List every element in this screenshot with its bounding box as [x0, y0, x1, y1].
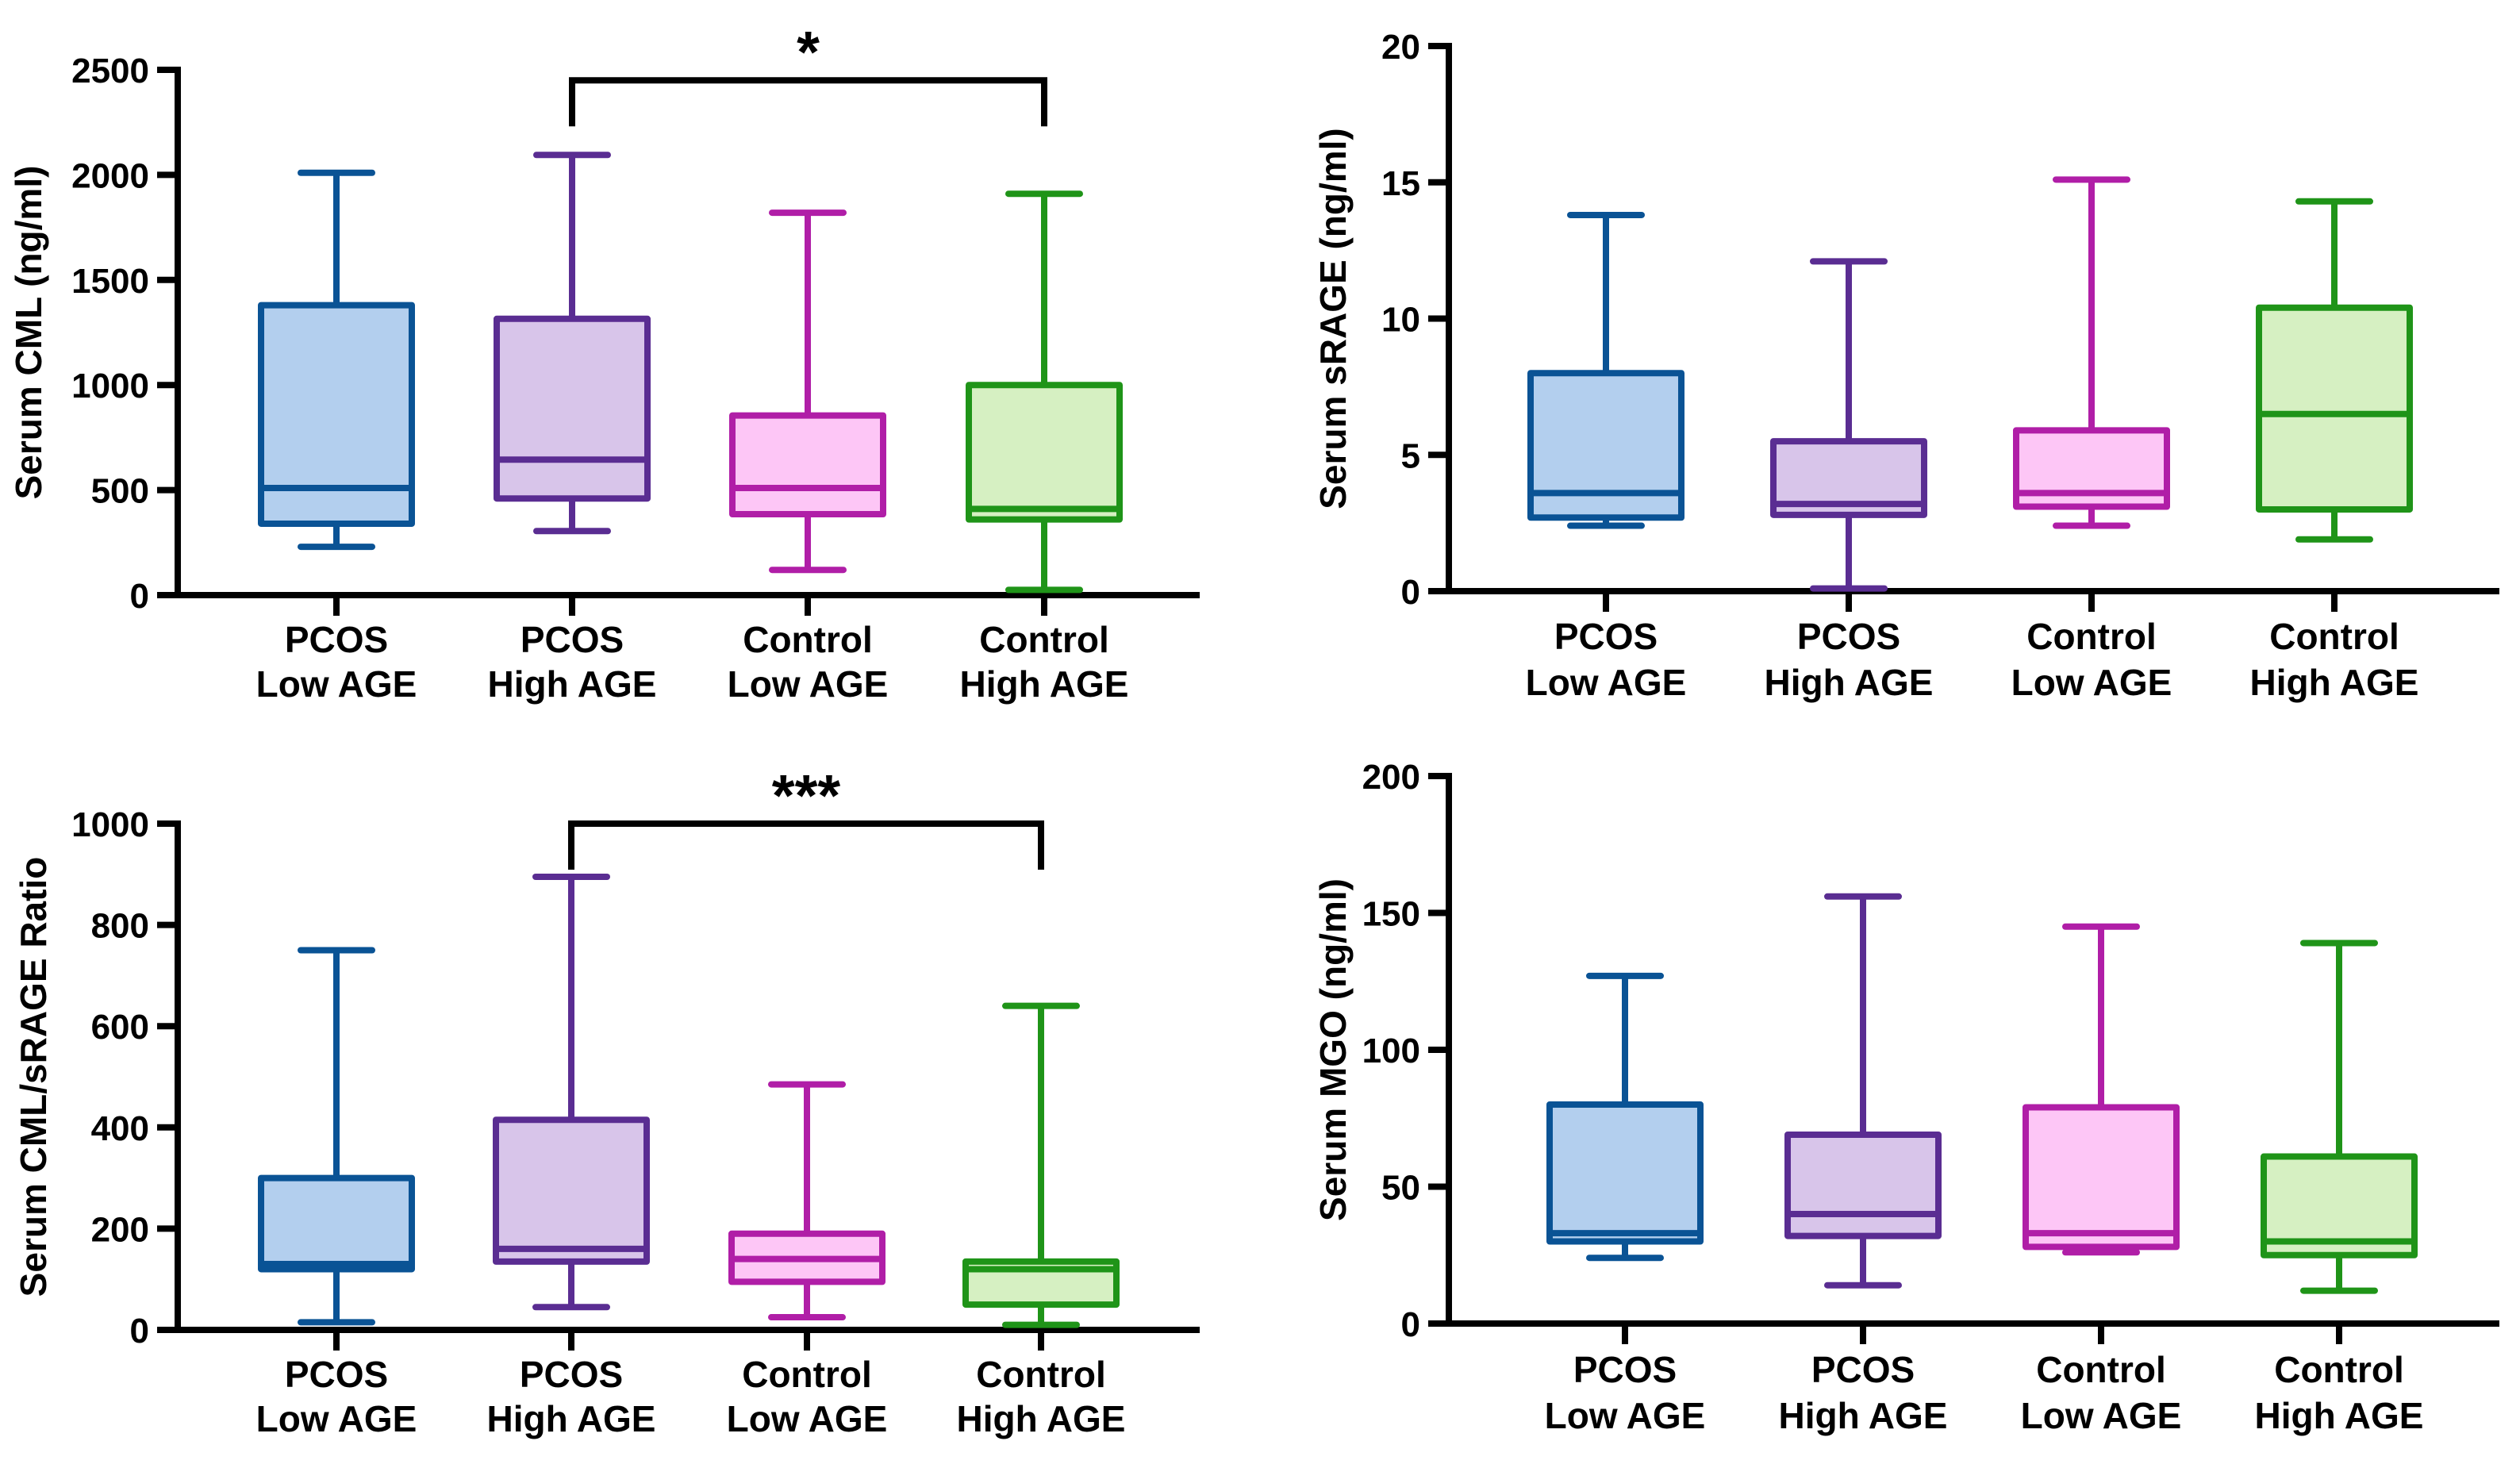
y-tick-label: 200: [1362, 758, 1420, 797]
box-2: [493, 873, 650, 1311]
box-4: [2256, 198, 2413, 543]
x-tick-label-line1: Control: [979, 619, 1109, 660]
box-iqr: [2256, 304, 2413, 513]
significance-label: *: [797, 19, 820, 85]
x-tick-label-line2: Low AGE: [1526, 662, 1687, 703]
x-tick-label-line1: PCOS: [1811, 1349, 1915, 1390]
y-tick-label: 800: [91, 907, 149, 946]
x-tick-label-line2: High AGE: [960, 663, 1129, 705]
y-tick-label: 150: [1362, 895, 1420, 934]
x-tick-label-line1: Control: [976, 1354, 1106, 1395]
box-2: [494, 152, 651, 535]
x-tick-label-line1: Control: [2274, 1349, 2404, 1390]
y-tick-label: 50: [1381, 1169, 1420, 1208]
y-tick-label: 500: [91, 472, 149, 511]
panel-cml-srage-ratio: 0 200 400 600 800 1000 Serum CML/sRAGE Ratio PC…: [13, 763, 1200, 1439]
x-tick-label-line2: Low AGE: [728, 663, 889, 705]
x-tick-label-line1: PCOS: [1573, 1349, 1677, 1390]
box-iqr: [2023, 1104, 2180, 1251]
x-tick-label-line1: Control: [2269, 616, 2399, 657]
x-tick-label-line1: PCOS: [285, 619, 388, 660]
box-1: [1527, 211, 1684, 529]
x-tick-label-line1: Control: [2036, 1349, 2166, 1390]
y-axis-label: Serum MGO (ng/ml): [1312, 878, 1354, 1221]
y-axis-label: Serum sRAGE (ng/ml): [1312, 128, 1354, 509]
y-tick-label: 1000: [71, 367, 149, 405]
x-tick-label-line2: High AGE: [1765, 662, 1934, 703]
box-3: [2023, 923, 2180, 1256]
x-tick-label-line1: Control: [743, 619, 873, 660]
significance-bracket: *: [569, 19, 1047, 127]
box-1: [1546, 972, 1704, 1262]
box-iqr: [966, 382, 1123, 523]
box-3: [729, 209, 886, 574]
box-1: [258, 169, 415, 551]
x-tick-label-line2: High AGE: [957, 1398, 1126, 1439]
x-tick-label-line2: Low AGE: [727, 1398, 888, 1439]
box-iqr: [1546, 1101, 1704, 1245]
y-tick-label: 100: [1362, 1032, 1420, 1070]
x-tick-label-line2: High AGE: [488, 663, 657, 705]
panel-serum-cml: 0 500 1000 1500 2000 2500 Serum CML (ng/ml) PCO…: [8, 19, 1200, 705]
box-iqr: [258, 1174, 415, 1273]
y-tick-label: 600: [91, 1008, 149, 1047]
x-tick-label-line2: Low AGE: [256, 1398, 417, 1439]
x-tick-label-line1: PCOS: [1797, 616, 1900, 657]
y-tick-label: 2000: [71, 156, 149, 195]
y-tick-label: 0: [130, 577, 149, 616]
box-iqr: [729, 412, 886, 518]
y-tick-label: 0: [1401, 1305, 1420, 1344]
x-tick-label-line2: Low AGE: [2011, 662, 2172, 703]
y-tick-label: 200: [91, 1210, 149, 1249]
box-3: [728, 1081, 885, 1321]
significance-line: [568, 820, 1044, 870]
x-tick-label-line2: Low AGE: [1545, 1395, 1706, 1436]
box-4: [962, 1002, 1120, 1328]
y-tick-label: 400: [91, 1109, 149, 1148]
x-tick-label-line2: High AGE: [2250, 662, 2419, 703]
x-tick-label-line1: PCOS: [520, 1354, 623, 1395]
box-iqr: [493, 1116, 650, 1265]
box-4: [2261, 939, 2418, 1294]
x-tick-label-line1: Control: [2026, 616, 2157, 657]
y-axis-label: Serum CML (ng/ml): [8, 166, 49, 500]
panel-serum-mgo: 0 50 100 150 200 Serum MGO (ng/ml) PCOS Low AGE…: [1312, 758, 2499, 1436]
box-1: [258, 947, 415, 1326]
y-tick-label: 1500: [71, 262, 149, 301]
box-iqr: [494, 315, 651, 502]
y-tick-label: 0: [1401, 573, 1420, 612]
y-tick-label: 0: [130, 1312, 149, 1351]
x-tick-label-line2: High AGE: [2255, 1395, 2424, 1436]
x-tick-label-line1: Control: [742, 1354, 872, 1395]
significance-bracket: ***: [568, 763, 1044, 870]
y-tick-label: 2500: [71, 52, 149, 90]
panel-serum-srage: 0 5 10 15 20 Serum sRAGE (ng/ml) PCOS Low AGE PC…: [1312, 28, 2499, 703]
significance-label: ***: [772, 763, 841, 828]
y-tick-label: 5: [1401, 436, 1420, 475]
y-tick-label: 10: [1381, 301, 1420, 340]
y-axis-label: Serum CML/sRAGE Ratio: [13, 857, 54, 1297]
y-tick-label: 15: [1381, 164, 1420, 203]
box-2: [1784, 893, 1942, 1289]
box-3: [2013, 176, 2170, 529]
x-tick-label-line1: PCOS: [285, 1354, 388, 1395]
significance-line: [569, 77, 1047, 127]
x-tick-label-line1: PCOS: [1554, 616, 1658, 657]
box-iqr: [1784, 1131, 1942, 1239]
y-tick-label: 1000: [71, 805, 149, 844]
x-tick-label-line2: High AGE: [487, 1398, 656, 1439]
x-tick-label-line1: PCOS: [521, 619, 624, 660]
box-4: [966, 190, 1123, 594]
x-tick-label-line2: Low AGE: [2021, 1395, 2182, 1436]
box-2: [1770, 258, 1927, 592]
x-tick-label-line2: Low AGE: [256, 663, 417, 705]
y-tick-label: 20: [1381, 28, 1420, 67]
x-tick-label-line2: High AGE: [1779, 1395, 1948, 1436]
